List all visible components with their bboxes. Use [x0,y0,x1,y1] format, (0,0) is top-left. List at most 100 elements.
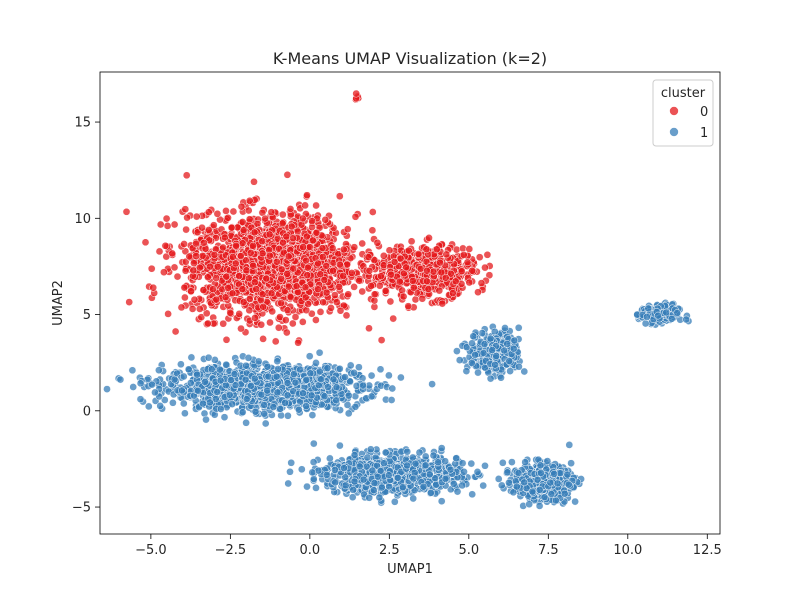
scatter-point-cluster-1 [322,471,331,479]
scatter-point-cluster-1 [453,487,462,496]
scatter-point-cluster-1 [468,339,476,348]
scatter-point-cluster-1 [384,471,393,480]
scatter-point-cluster-1 [312,484,320,492]
scatter-point-cluster-0 [250,228,259,237]
scatter-point-cluster-1 [452,454,461,463]
scatter-point-cluster-1 [238,408,247,417]
scatter-point-cluster-1 [385,371,393,380]
scatter-point-cluster-1 [567,459,575,468]
scatter-point-cluster-1 [398,483,407,492]
scatter-point-cluster-1 [206,398,214,407]
scatter-point-cluster-0 [261,214,269,223]
scatter-point-cluster-1 [186,379,195,387]
scatter-point-cluster-1 [510,336,519,345]
scatter-point-cluster-1 [355,462,364,471]
scatter-point-cluster-1 [390,497,399,506]
scatter-point-cluster-1 [184,365,193,374]
scatter-point-cluster-1 [380,459,388,468]
scatter-point-cluster-1 [373,472,382,481]
scatter-point-cluster-1 [260,409,269,418]
scatter-point-cluster-1 [317,375,325,384]
scatter-point-cluster-0 [282,328,291,337]
scatter-point-cluster-0 [257,320,266,329]
scatter-point-cluster-1 [116,375,125,384]
scatter-point-cluster-1 [160,396,169,404]
scatter-point-cluster-0 [377,336,386,344]
scatter-point-cluster-0 [170,263,179,272]
scatter-point-cluster-1 [309,475,318,483]
scatter-point-cluster-0 [389,314,398,323]
scatter-point-cluster-0 [336,306,345,315]
scatter-point-cluster-0 [274,323,283,332]
scatter-point-cluster-1 [425,470,434,479]
scatter-point-cluster-1 [508,458,516,466]
scatter-point-cluster-0 [351,212,360,221]
scatter-point-cluster-1 [320,392,329,401]
scatter-point-cluster-1 [309,458,318,466]
scatter-point-cluster-0 [294,338,302,347]
scatter-point-cluster-1 [193,370,201,379]
scatter-point-cluster-1 [269,403,278,411]
scatter-point-cluster-1 [467,459,476,468]
scatter-point-cluster-1 [305,352,314,361]
scatter-point-cluster-0 [301,293,310,302]
scatter-point-cluster-0 [258,237,267,246]
scatter-point-cluster-1 [467,359,476,367]
scatter-point-cluster-1 [537,469,545,477]
scatter-point-cluster-0 [162,214,171,223]
scatter-point-cluster-1 [494,475,503,483]
scatter-point-cluster-0 [235,272,243,280]
scatter-point-cluster-1 [187,353,196,362]
scatter-point-cluster-1 [128,366,137,375]
scatter-point-cluster-0 [204,273,212,282]
scatter-point-cluster-1 [281,398,289,407]
scatter-point-cluster-0 [224,213,232,222]
scatter-point-cluster-0 [273,257,281,266]
scatter-point-cluster-1 [346,377,354,386]
scatter-point-cluster-1 [458,481,467,490]
scatter-point-cluster-1 [394,473,402,482]
scatter-point-cluster-1 [643,313,651,321]
scatter-point-cluster-1 [419,482,428,491]
scatter-point-cluster-0 [271,337,280,346]
scatter-point-cluster-1 [169,398,177,407]
scatter-point-cluster-1 [199,399,207,408]
scatter-point-cluster-1 [546,478,555,487]
scatter-point-cluster-1 [540,493,549,502]
scatter-point-cluster-1 [428,380,436,388]
scatter-point-cluster-1 [263,386,272,395]
scatter-point-cluster-0 [288,319,297,328]
scatter-point-cluster-1 [273,388,282,397]
scatter-point-cluster-0 [327,304,335,312]
scatter-point-cluster-1 [441,474,450,483]
scatter-point-cluster-1 [336,441,344,450]
scatter-point-cluster-1 [136,379,145,388]
scatter-point-cluster-1 [387,396,396,404]
scatter-point-cluster-0 [283,170,292,179]
scatter-point-cluster-0 [204,208,213,217]
scatter-point-cluster-1 [521,458,530,467]
scatter-point-cluster-1 [458,459,467,468]
scatter-point-cluster-1 [340,464,348,472]
scatter-point-cluster-1 [284,411,292,420]
scatter-point-cluster-1 [241,375,250,384]
scatter-point-cluster-1 [474,368,482,377]
scatter-point-cluster-1 [216,365,224,374]
scatter-point-cluster-1 [303,482,311,491]
scatter-point-cluster-1 [177,360,185,369]
scatter-point-cluster-1 [641,319,650,328]
scatter-point-cluster-1 [351,402,360,411]
scatter-point-cluster-0 [188,305,197,313]
scatter-point-cluster-1 [553,479,562,488]
scatter-point-cluster-1 [437,497,446,506]
scatter-point-cluster-1 [335,364,344,373]
scatter-point-cluster-1 [455,356,464,364]
scatter-point-cluster-1 [350,368,358,377]
scatter-point-cluster-1 [644,304,653,313]
scatter-point-cluster-0 [278,210,287,219]
scatter-point-cluster-0 [198,252,207,260]
scatter-point-cluster-0 [266,318,274,327]
scatter-point-cluster-0 [332,298,341,307]
scatter-points [103,89,693,510]
scatter-point-cluster-0 [358,287,367,296]
